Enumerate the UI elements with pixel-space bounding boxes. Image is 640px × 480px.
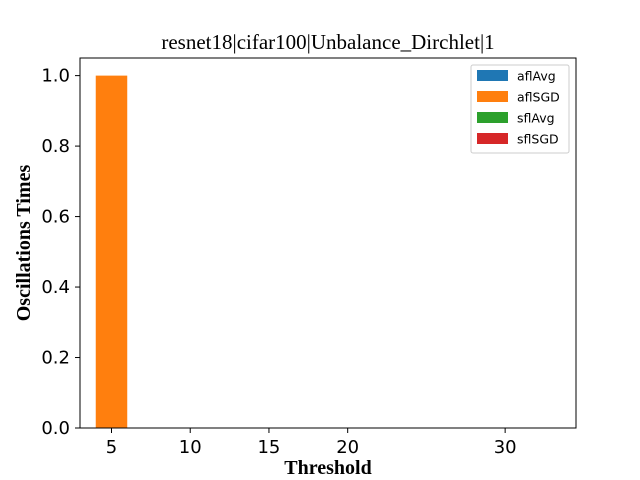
x-axis-ticks: 5 10 15 20 30 <box>106 428 517 458</box>
x-tick-label: 20 <box>336 437 359 458</box>
legend: aflAvg aflSGD sflAvg sflSGD <box>470 64 570 154</box>
x-tick-label: 15 <box>257 437 280 458</box>
legend-swatch-sflSGD <box>477 133 508 144</box>
x-tick-label: 10 <box>179 437 202 458</box>
legend-label-sflSGD: sflSGD <box>517 132 559 147</box>
legend-label-sflAvg: sflAvg <box>517 111 555 126</box>
x-tick-label: 30 <box>494 437 517 458</box>
legend-swatch-aflAvg <box>477 70 508 81</box>
legend-swatch-sflAvg <box>477 112 508 123</box>
y-tick-label: 0.4 <box>41 277 70 298</box>
y-axis-ticks: 0.0 0.2 0.4 0.6 0.8 1.0 <box>41 66 80 439</box>
y-tick-label: 0.2 <box>41 348 70 369</box>
y-tick-label: 0.6 <box>41 207 70 228</box>
y-tick-label: 0.8 <box>41 136 70 157</box>
legend-swatch-aflSGD <box>477 91 508 102</box>
y-tick-label: 1.0 <box>41 66 70 87</box>
legend-label-aflAvg: aflAvg <box>517 69 556 84</box>
legend-box <box>470 64 570 154</box>
bars-group <box>95 75 128 428</box>
x-axis-label: Threshold <box>284 457 371 479</box>
x-tick-label: 5 <box>106 437 117 458</box>
y-axis-label: Oscillations Times <box>13 165 35 322</box>
chart-title: resnet18|cifar100|Unbalance_Dirchlet|1 <box>161 30 494 54</box>
legend-label-aflSGD: aflSGD <box>517 90 560 105</box>
plot-frame <box>79 57 577 429</box>
y-tick-label: 0.0 <box>41 418 70 439</box>
bar-aflSGD-5 <box>95 75 128 428</box>
